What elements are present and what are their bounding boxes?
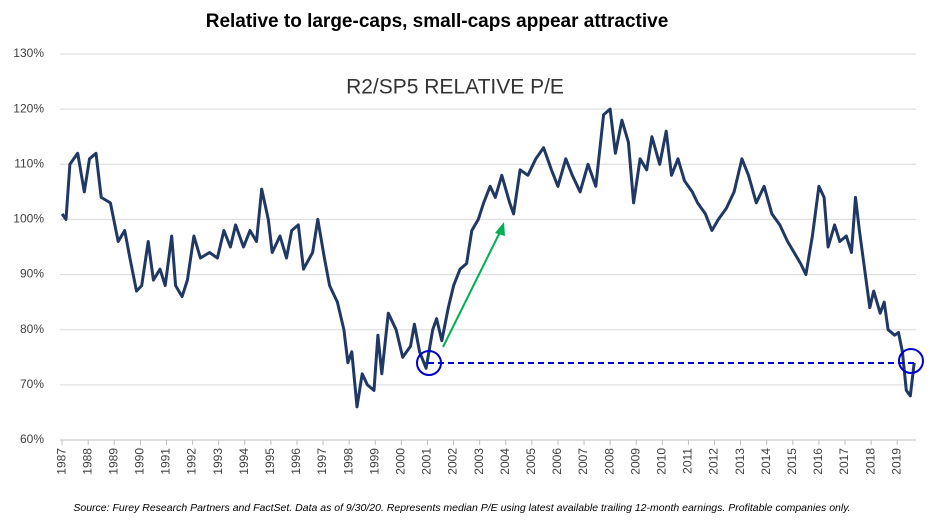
arrow-head: [495, 222, 505, 236]
x-tick-label: 1990: [133, 448, 147, 475]
x-tick-label: 2013: [733, 448, 747, 475]
x-tick-label: 2003: [472, 448, 486, 475]
x-tick-label: 2012: [707, 448, 721, 475]
y-tick-label: 130%: [13, 46, 44, 60]
x-tick-label: 2005: [524, 448, 538, 475]
x-tick-label: 2014: [759, 448, 773, 475]
source-note: Source: Furey Research Partners and Fact…: [73, 502, 850, 514]
highlight-circle: [416, 350, 442, 376]
x-tick-label: 2016: [811, 448, 825, 475]
x-tick-label: 2007: [576, 448, 590, 475]
y-tick-label: 100%: [13, 212, 44, 226]
y-tick-label: 110%: [14, 156, 44, 170]
x-tick-label: 1997: [315, 448, 329, 475]
x-tick-label: 1989: [106, 448, 120, 475]
x-tick-label: 2017: [837, 448, 851, 475]
y-tick-label: 60%: [20, 432, 44, 446]
x-tick-label: 1996: [289, 448, 303, 475]
y-tick-label: 70%: [20, 377, 44, 391]
x-tick-label: 2006: [550, 448, 564, 475]
chart-title: Relative to large-caps, small-caps appea…: [206, 11, 669, 32]
x-tick-label: 1991: [159, 448, 173, 475]
x-tick-label: 2002: [446, 448, 460, 475]
y-tick-label: 90%: [20, 267, 44, 281]
x-tick-label: 1992: [185, 448, 199, 475]
x-tick-label: 2004: [498, 448, 512, 475]
annotations: [416, 222, 924, 376]
chart-subtitle: R2/SP5 RELATIVE P/E: [346, 76, 564, 99]
x-tick-label: 1995: [263, 448, 277, 475]
x-tick-label: 2011: [681, 448, 695, 474]
x-tick-label: 2018: [863, 448, 877, 475]
data-line: [60, 107, 916, 409]
x-tick-label: 2000: [394, 448, 408, 475]
x-tick-label: 1988: [80, 448, 94, 475]
x-tick-label: 2001: [420, 448, 434, 475]
x-tick-label: 2008: [602, 448, 616, 475]
x-tick-label: 2010: [655, 448, 669, 475]
plot-area: 60% 70% 80% 90% 100% 110% 120% 130% 1987 1988 1989…: [13, 46, 916, 475]
y-tick-label: 80%: [20, 322, 44, 336]
y-tick-label: 120%: [13, 101, 44, 115]
x-tick-label: 1994: [237, 448, 251, 475]
x-tick-label: 2015: [785, 448, 799, 475]
x-tick-label: 2009: [628, 448, 642, 475]
x-tick-label: 1998: [341, 448, 355, 475]
x-tick-label: 1993: [211, 448, 225, 475]
x-tick-label: 2019: [889, 448, 903, 475]
highlight-circle: [898, 348, 924, 374]
trend-arrow: [442, 231, 501, 348]
x-tick-label: 1987: [54, 448, 68, 475]
x-tick-label: 1999: [367, 448, 381, 475]
